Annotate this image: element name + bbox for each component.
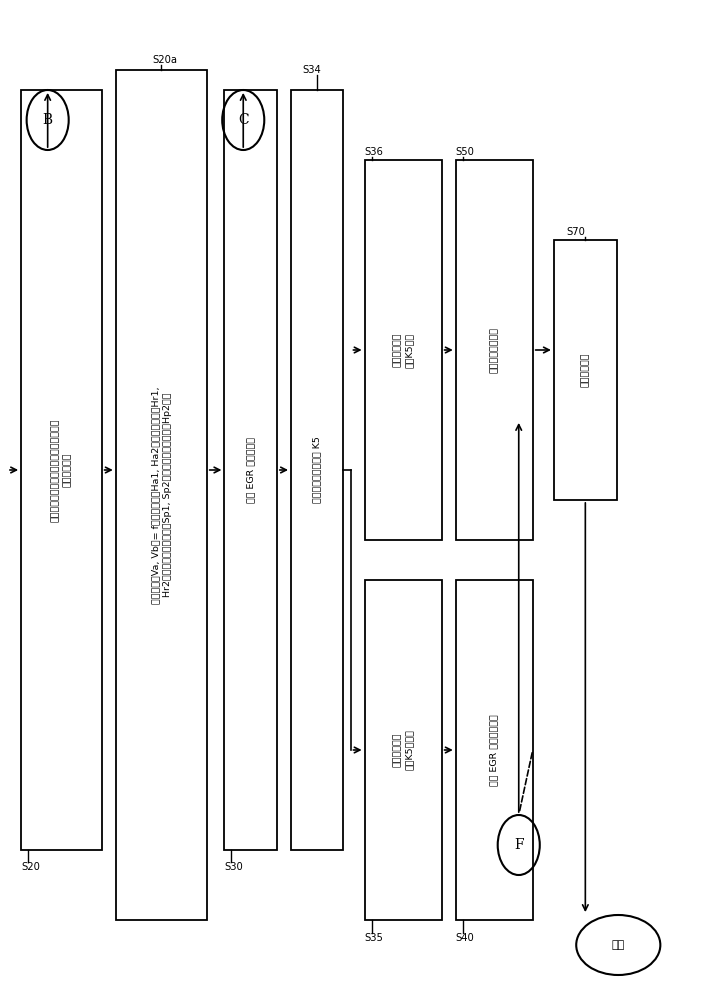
Text: S50: S50 — [456, 147, 475, 157]
Text: 结束: 结束 — [612, 940, 625, 950]
Bar — [21, 90, 102, 850]
Bar — [456, 580, 533, 920]
Text: S20a: S20a — [152, 55, 177, 65]
Text: S35: S35 — [365, 933, 383, 943]
Bar — [116, 70, 207, 920]
Ellipse shape — [576, 915, 660, 975]
Bar — [224, 90, 277, 850]
Bar — [554, 240, 617, 500]
Text: 计算 EGR 系统控制值: 计算 EGR 系统控制值 — [246, 437, 255, 503]
Text: 执行用于实时发动机运行部段的湿度移除
控制逻辑运算: 执行用于实时发动机运行部段的湿度移除 控制逻辑运算 — [51, 418, 72, 522]
Text: 执行可拓逻辑运算: 执行可拓逻辑运算 — [490, 327, 498, 373]
Text: S40: S40 — [456, 933, 475, 943]
Text: 移除因数（Va, Vb）= f（绝对湿度（Ha1, Ha2），相对湿度（Hr1,
Hr2），部分水蒸气压力（Sp1, Sp2），饱和水蒸气压力（Hp2））: 移除因数（Va, Vb）= f（绝对湿度（Ha1, Ha2），相对湿度（Hr1,… — [151, 386, 172, 604]
Text: S36: S36 — [365, 147, 383, 157]
Text: 预期相对湿度
值（K5）＝十: 预期相对湿度 值（K5）＝十 — [393, 730, 414, 770]
Text: 确定预期相对湿度值 K5: 确定预期相对湿度值 K5 — [313, 437, 322, 503]
Text: C: C — [238, 113, 249, 127]
Bar — [365, 580, 442, 920]
Bar — [456, 160, 533, 540]
Bar — [365, 160, 442, 540]
Text: 使发动机停车: 使发动机停车 — [581, 353, 590, 387]
Text: S30: S30 — [224, 862, 243, 872]
Text: S34: S34 — [303, 65, 321, 75]
Text: S20: S20 — [21, 862, 40, 872]
Text: B: B — [43, 113, 53, 127]
Bar — [291, 90, 343, 850]
Text: S70: S70 — [567, 227, 585, 237]
Text: F: F — [514, 838, 524, 852]
Text: 执行 EGR 控制逻辑运算: 执行 EGR 控制逻辑运算 — [490, 714, 498, 786]
Text: 预期相对湿度
度（K5）＝: 预期相对湿度 度（K5）＝ — [393, 332, 414, 368]
